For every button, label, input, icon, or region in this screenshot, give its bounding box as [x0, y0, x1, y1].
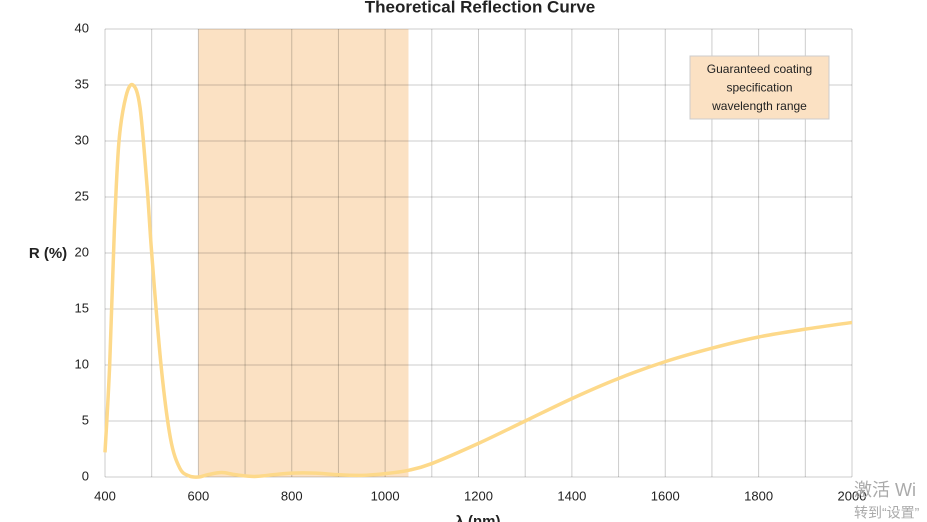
x-tick-label: 1200 [464, 488, 493, 503]
y-tick-label: 20 [75, 244, 89, 259]
y-tick-label: 5 [82, 412, 89, 427]
chart-title: Theoretical Reflection Curve [365, 0, 596, 16]
y-tick-label: 35 [75, 76, 89, 91]
x-tick-label: 2000 [838, 488, 867, 503]
annotation-text: Guaranteed coating [707, 62, 812, 76]
y-tick-label: 30 [75, 132, 89, 147]
y-tick-label: 15 [75, 300, 89, 315]
x-tick-label: 800 [281, 488, 303, 503]
x-tick-label: 1000 [371, 488, 400, 503]
y-axis-label: R (%) [29, 245, 67, 262]
watermark: 激活 Wi [854, 480, 916, 500]
y-tick-label: 25 [75, 188, 89, 203]
y-tick-label: 0 [82, 468, 89, 483]
y-tick-label: 40 [75, 20, 89, 35]
watermark: 转到“设置” [854, 505, 920, 521]
x-tick-label: 1600 [651, 488, 680, 503]
data-line [103, 82, 853, 479]
x-tick-label: 1800 [744, 488, 773, 503]
annotation-box [689, 55, 830, 120]
x-tick-label: 1400 [557, 488, 586, 503]
x-tick-label: 400 [94, 488, 116, 503]
y-tick-label: 10 [75, 356, 89, 371]
x-tick-label: 600 [188, 488, 210, 503]
x-axis-label: λ (nm) [456, 513, 501, 522]
shaded-range [198, 29, 409, 477]
annotation-text: specification [726, 81, 792, 95]
annotation-text: wavelength range [711, 99, 807, 113]
